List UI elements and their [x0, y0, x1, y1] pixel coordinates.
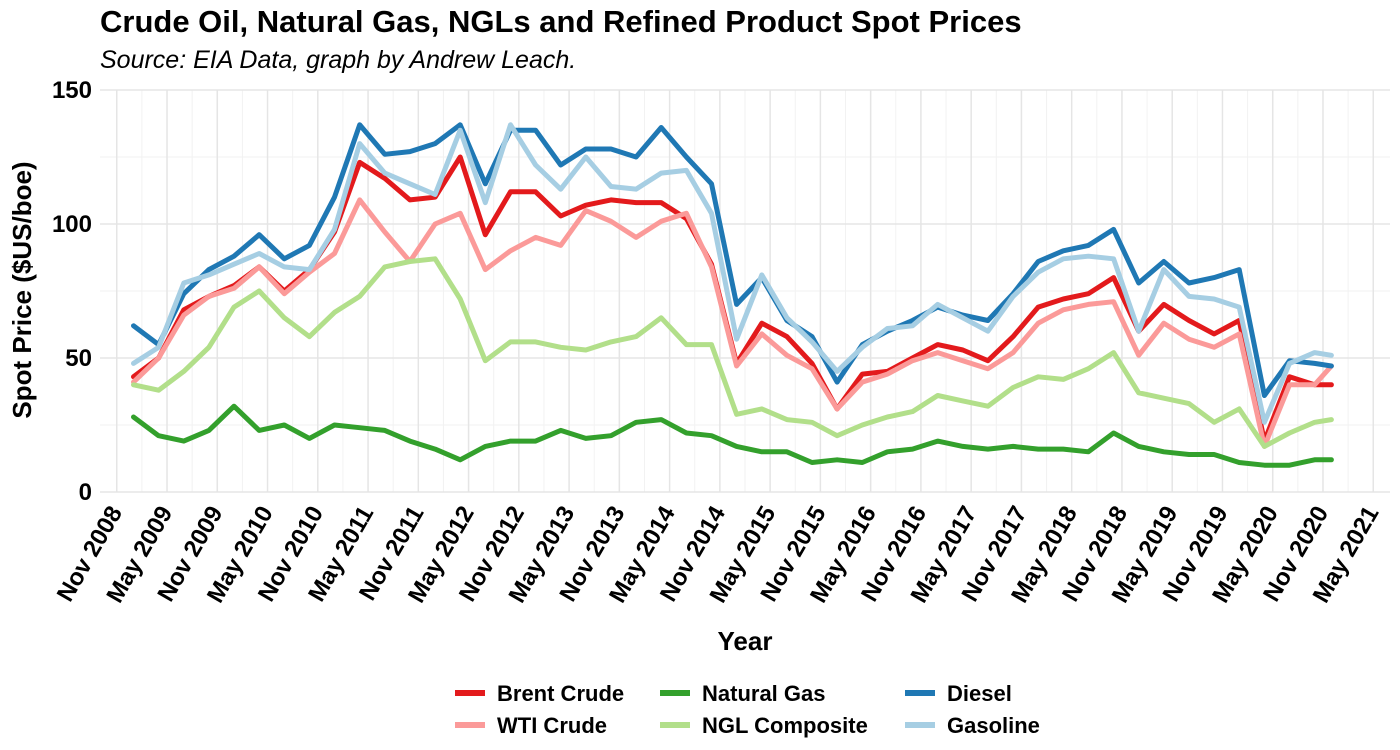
series-line-wti-crude	[131, 197, 1334, 449]
chart-subtitle: Source: EIA Data, graph by Andrew Leach.	[100, 46, 577, 74]
legend-item-gasoline: Gasoline	[905, 713, 1040, 738]
legend-label: Diesel	[947, 681, 1012, 706]
series-line-natural-gas	[131, 403, 1334, 468]
x-axis-title: Year	[718, 626, 773, 656]
legend: Brent Crude WTI Crude Natural Gas NGL Compo…	[455, 681, 1040, 738]
y-tick-label: 100	[52, 211, 92, 238]
legend-label: Brent Crude	[497, 681, 624, 706]
legend-item-ngl-composite: NGL Composite	[660, 713, 868, 738]
y-tick-label: 50	[65, 345, 92, 372]
legend-item-brent-crude: Brent Crude	[455, 681, 624, 706]
series-line-gasoline	[131, 122, 1334, 425]
legend-label: WTI Crude	[497, 713, 607, 738]
legend-label: Natural Gas	[702, 681, 826, 706]
y-axis-ticks: 0 50 100 150	[52, 77, 92, 506]
chart-title: Crude Oil, Natural Gas, NGLs and Refined…	[100, 4, 1022, 39]
legend-item-diesel: Diesel	[905, 681, 1012, 706]
y-tick-label: 150	[52, 77, 92, 104]
series-line-ngl-composite	[131, 256, 1334, 449]
legend-label: Gasoline	[947, 713, 1040, 738]
legend-item-natural-gas: Natural Gas	[660, 681, 826, 706]
legend-label: NGL Composite	[702, 713, 868, 738]
series-line-diesel	[131, 122, 1334, 398]
y-axis-title: Spot Price ($US/boe)	[7, 161, 37, 418]
legend-item-wti-crude: WTI Crude	[455, 713, 607, 738]
series-lines	[131, 122, 1334, 468]
y-tick-label: 0	[79, 479, 92, 506]
